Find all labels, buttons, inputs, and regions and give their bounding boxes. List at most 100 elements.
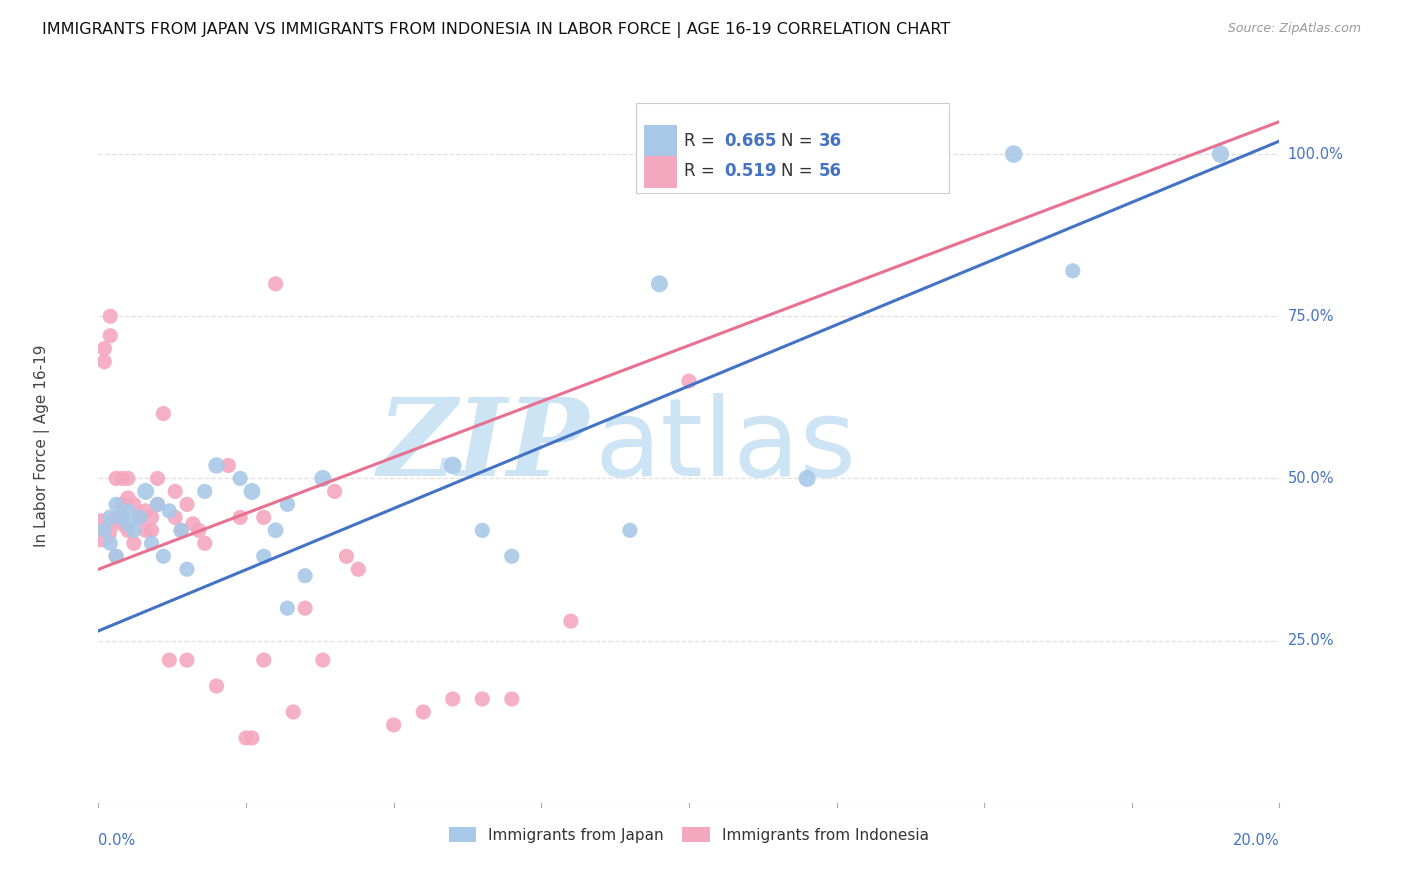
Point xyxy=(276,601,298,615)
Point xyxy=(471,524,494,538)
Point xyxy=(170,524,193,538)
Point xyxy=(181,516,204,531)
Point xyxy=(648,277,671,291)
Point xyxy=(194,484,217,499)
Point xyxy=(117,516,139,531)
Point xyxy=(194,536,217,550)
Point xyxy=(471,692,494,706)
Point xyxy=(176,497,198,511)
Point xyxy=(253,653,276,667)
Point xyxy=(264,277,287,291)
Point xyxy=(128,510,150,524)
Point xyxy=(105,510,128,524)
Point xyxy=(382,718,405,732)
Text: 36: 36 xyxy=(818,132,842,150)
Point xyxy=(229,471,252,485)
Point xyxy=(98,328,121,343)
Point xyxy=(117,524,139,538)
Point xyxy=(152,549,174,564)
Point xyxy=(105,497,128,511)
Text: N =: N = xyxy=(782,132,818,150)
Point xyxy=(128,510,150,524)
Point xyxy=(1002,147,1025,161)
Text: 0.519: 0.519 xyxy=(724,162,778,180)
Point xyxy=(294,601,316,615)
Text: 100.0%: 100.0% xyxy=(1288,146,1344,161)
Point xyxy=(117,491,139,505)
Point xyxy=(205,679,228,693)
Legend: Immigrants from Japan, Immigrants from Indonesia: Immigrants from Japan, Immigrants from I… xyxy=(443,821,935,848)
Point xyxy=(117,471,139,485)
Point xyxy=(111,510,134,524)
Text: atlas: atlas xyxy=(595,393,856,499)
Point xyxy=(122,524,145,538)
Point xyxy=(111,516,134,531)
Text: N =: N = xyxy=(782,162,818,180)
Point xyxy=(141,524,163,538)
Point xyxy=(157,504,180,518)
Point xyxy=(135,524,157,538)
Point xyxy=(111,471,134,485)
Point xyxy=(619,524,641,538)
Point xyxy=(240,484,263,499)
Point xyxy=(264,524,287,538)
Text: R =: R = xyxy=(685,132,720,150)
Point xyxy=(105,549,128,564)
Point xyxy=(294,568,316,582)
Bar xyxy=(644,125,678,157)
Point xyxy=(165,484,187,499)
Point xyxy=(135,484,157,499)
Point xyxy=(146,497,169,511)
Text: 75.0%: 75.0% xyxy=(1288,309,1334,324)
Point xyxy=(152,407,174,421)
Point xyxy=(253,510,276,524)
Text: 56: 56 xyxy=(818,162,842,180)
Point xyxy=(146,497,169,511)
Text: 0.0%: 0.0% xyxy=(98,833,135,848)
Point xyxy=(170,524,193,538)
Point xyxy=(117,504,139,518)
Point xyxy=(441,458,464,473)
Text: Source: ZipAtlas.com: Source: ZipAtlas.com xyxy=(1227,22,1361,36)
Point xyxy=(678,374,700,388)
Point xyxy=(141,536,163,550)
Point xyxy=(560,614,582,628)
Point xyxy=(141,510,163,524)
Bar xyxy=(644,155,678,187)
FancyBboxPatch shape xyxy=(636,103,949,193)
Point xyxy=(323,484,346,499)
Point xyxy=(796,471,818,485)
Text: 20.0%: 20.0% xyxy=(1233,833,1279,848)
Point xyxy=(796,147,818,161)
Text: ZIP: ZIP xyxy=(377,393,589,499)
Text: 50.0%: 50.0% xyxy=(1288,471,1334,486)
Point xyxy=(111,497,134,511)
Point xyxy=(128,510,150,524)
Point xyxy=(89,524,111,538)
Point xyxy=(312,471,335,485)
Point xyxy=(235,731,257,745)
Point xyxy=(1062,264,1084,278)
Point xyxy=(157,653,180,667)
Point xyxy=(176,653,198,667)
Point xyxy=(93,342,115,356)
Point xyxy=(135,504,157,518)
Point xyxy=(98,310,121,324)
Point xyxy=(312,653,335,667)
Point xyxy=(93,524,115,538)
Point xyxy=(441,692,464,706)
Text: In Labor Force | Age 16-19: In Labor Force | Age 16-19 xyxy=(34,344,49,548)
Point xyxy=(105,471,128,485)
Point xyxy=(501,549,523,564)
Point xyxy=(276,497,298,511)
Point xyxy=(98,510,121,524)
Point xyxy=(105,549,128,564)
Point xyxy=(122,536,145,550)
Point xyxy=(146,471,169,485)
Point xyxy=(93,354,115,368)
Point xyxy=(240,731,263,745)
Point xyxy=(412,705,434,719)
Point xyxy=(176,562,198,576)
Text: IMMIGRANTS FROM JAPAN VS IMMIGRANTS FROM INDONESIA IN LABOR FORCE | AGE 16-19 CO: IMMIGRANTS FROM JAPAN VS IMMIGRANTS FROM… xyxy=(42,22,950,38)
Point xyxy=(187,524,209,538)
